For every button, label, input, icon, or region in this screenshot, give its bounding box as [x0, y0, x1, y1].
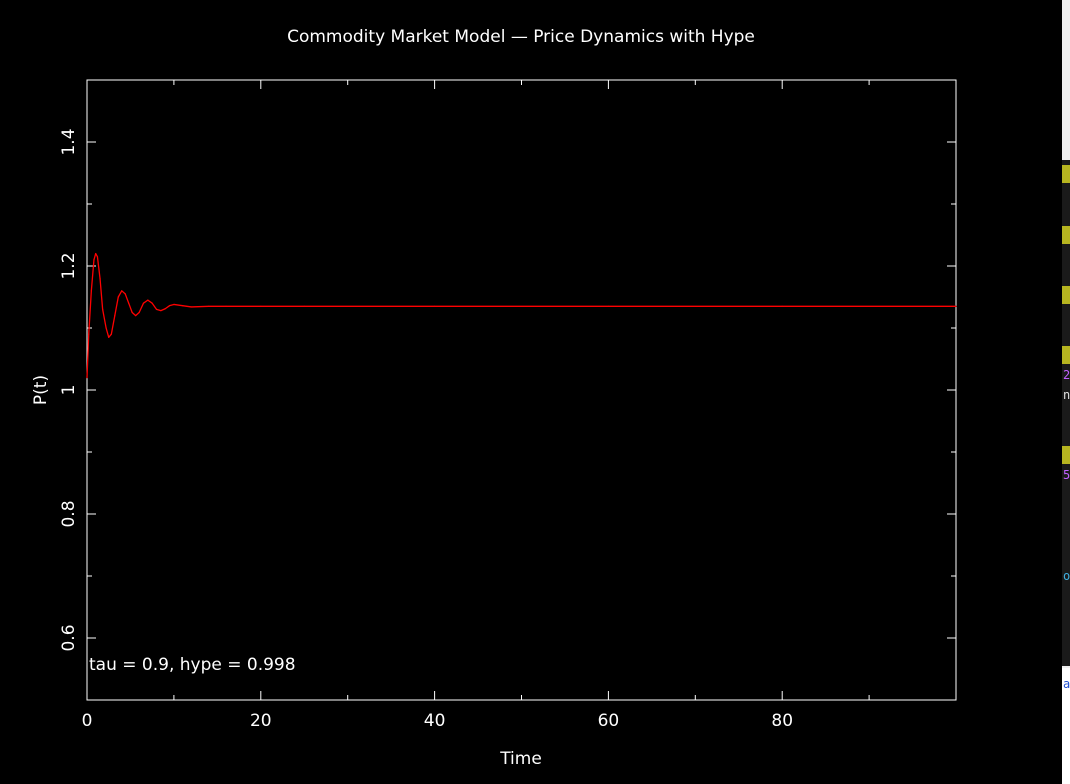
data-point — [181, 305, 184, 307]
data-point — [117, 296, 119, 298]
plot-frame — [86, 79, 957, 701]
data-point — [160, 310, 162, 312]
highlight-bar — [1062, 286, 1070, 304]
data-point — [138, 311, 140, 314]
terminal-glyph: o — [1063, 569, 1070, 583]
data-point — [208, 305, 210, 307]
terminal-glyph: n — [1063, 388, 1070, 402]
x-tick-label: 60 — [598, 711, 620, 731]
data-point — [164, 308, 166, 310]
series-line — [86, 252, 956, 378]
data-point — [86, 377, 88, 379]
data-point — [108, 336, 110, 338]
data-point — [225, 305, 227, 307]
x-tick-label: 20 — [250, 711, 272, 731]
highlight-bar — [1062, 165, 1070, 183]
x-axis-ticks: 0 20 40 60 80 — [82, 80, 793, 731]
x-axis-label: Time — [499, 749, 542, 769]
series-layer — [86, 252, 957, 379]
data-point — [93, 259, 95, 261]
data-point — [173, 303, 175, 306]
data-point — [128, 302, 130, 304]
highlight-bar — [1062, 226, 1070, 244]
y-tick-label: 1 — [59, 385, 79, 396]
data-point — [434, 305, 436, 307]
data-point — [147, 299, 149, 301]
y-axis-label: P(t) — [31, 375, 51, 405]
data-point — [99, 277, 101, 279]
data-point — [955, 305, 957, 307]
data-point — [607, 305, 610, 307]
x-tick-label: 0 — [82, 711, 93, 731]
y-tick-label: 1.2 — [59, 252, 79, 279]
highlight-bar — [1062, 346, 1070, 364]
terminal-glyph: a — [1063, 677, 1070, 691]
data-point — [260, 305, 262, 307]
data-point — [190, 306, 192, 308]
minor-ticks — [87, 80, 956, 700]
data-point — [151, 302, 153, 304]
data-point — [102, 308, 104, 310]
chart-title: Commodity Market Model — Price Dynamics … — [287, 27, 755, 47]
highlight-bar — [1062, 446, 1070, 464]
terminal-glyph: 2 — [1063, 368, 1070, 382]
data-point — [95, 253, 97, 255]
data-point — [781, 305, 783, 307]
x-tick-label: 40 — [424, 711, 446, 731]
data-point — [131, 311, 133, 314]
parameter-annotation: tau = 0.9, hype = 0.998 — [89, 655, 296, 675]
data-point — [168, 305, 171, 307]
data-point — [90, 290, 92, 292]
data-point — [135, 315, 137, 317]
terminal-body — [1062, 160, 1070, 666]
y-tick-label: 0.6 — [59, 624, 79, 651]
y-axis-ticks: 0.6 0.8 1 1.2 1.4 — [59, 128, 956, 652]
data-point — [110, 333, 112, 335]
y-tick-label: 1.4 — [59, 128, 79, 155]
data-point — [114, 315, 116, 317]
y-tick-label: 0.8 — [59, 500, 79, 527]
background-terminal-window[interactable]: 2 n 5 o a — [1062, 0, 1070, 784]
data-point — [124, 293, 126, 295]
data-point — [155, 308, 158, 310]
data-point — [142, 302, 145, 304]
terminal-glyph: 5 — [1063, 468, 1070, 482]
data-point — [96, 256, 99, 258]
data-point — [105, 327, 107, 329]
data-point — [121, 290, 123, 292]
data-point — [88, 333, 90, 335]
terminal-footer — [1062, 668, 1070, 784]
data-point — [303, 305, 305, 307]
x-tick-label: 80 — [771, 711, 793, 731]
